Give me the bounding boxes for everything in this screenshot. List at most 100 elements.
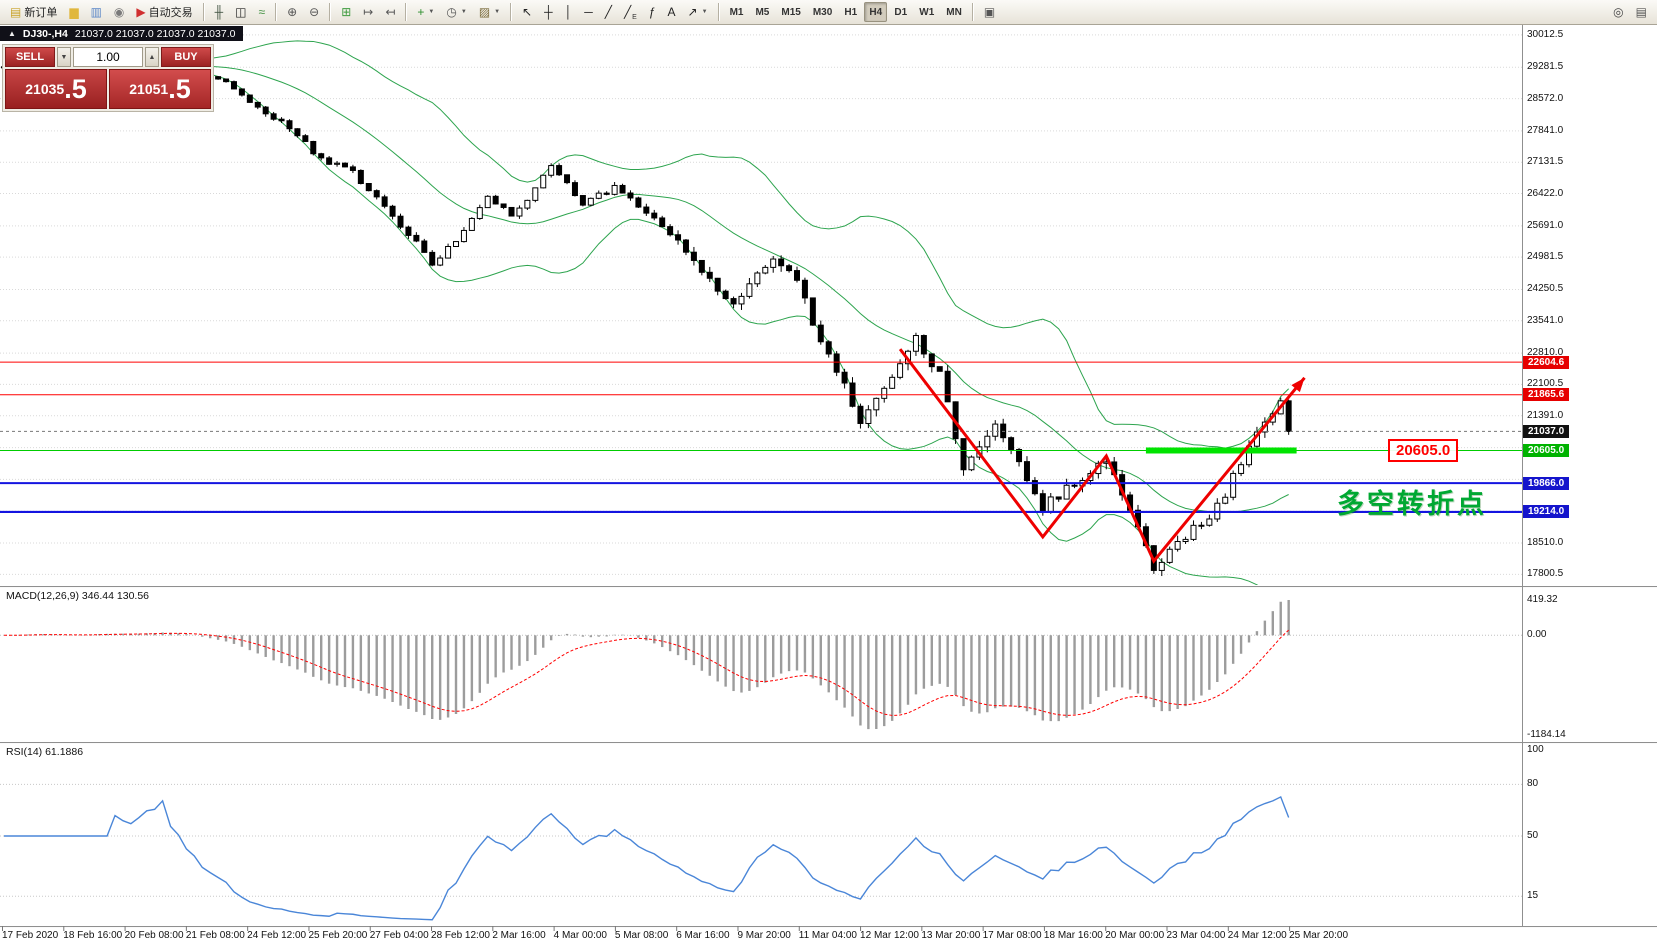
timeframe-m1-button[interactable]: M1 [725,2,749,22]
indicators-button[interactable]: + ▼ [412,2,439,22]
macd-indicator-label: MACD(12,26,9) 346.44 130.56 [6,590,150,602]
timeframe-mn-button-label: MN [946,6,962,18]
price-badge: 19866.0 [1523,476,1570,490]
timeframe-m1-button-label: M1 [729,6,744,18]
bar-chart-button[interactable]: ╫ [210,2,229,22]
volume-increase-button[interactable]: ▲ [145,47,159,67]
order-controls-row: SELL ▼ ▲ BUY [5,47,211,67]
text-label-icon: A [667,5,676,19]
sell-price-int: 21035 [25,81,65,97]
trend-arrow[interactable] [898,348,1306,564]
vertical-line-icon: │ [564,5,573,19]
price-tick-label: 21391.0 [1527,409,1564,421]
time-axis-label: 25 Mar 20:00 [1289,930,1349,941]
cursor-button[interactable]: ↖ [517,2,537,22]
templates-button[interactable]: ▨ ▼ [474,2,505,22]
time-axis-label: 11 Mar 04:00 [798,930,857,941]
time-axis-label: 17 Feb 2020 [2,930,59,941]
equidistant-channel-button[interactable]: ╱ E [619,2,642,22]
sell-button[interactable]: SELL [5,47,55,67]
price-tick-label: 22100.5 [1527,378,1564,390]
data-window-button[interactable]: ▤ [1631,2,1652,22]
text-label-button[interactable]: A [663,2,681,22]
price-tick-label: 22810.0 [1527,347,1564,359]
timeframe-w1-button[interactable]: W1 [914,2,939,22]
macd-tick-label: 0.00 [1527,629,1547,641]
indicators-button-dropdown-icon[interactable]: ▼ [428,9,435,15]
volume-input[interactable] [73,47,143,67]
buy-price-int: 21051 [129,81,169,97]
volume-decrease-button[interactable]: ▼ [57,47,71,67]
arrows-tool-button[interactable]: ↗ ▼ [683,2,713,22]
toolbar-separator [275,3,278,21]
zoom-out-icon: ⊖ [309,5,320,19]
toolbar-separator [202,3,205,21]
timeframe-h1-button[interactable]: H1 [839,2,862,22]
time-axis-label: 17 Mar 08:00 [982,930,1042,941]
chart-shift-button[interactable]: ↤ [380,2,400,22]
rsi-tick-label: 80 [1527,778,1539,790]
profiles-button[interactable]: ▆ [64,2,83,22]
timeframe-m5-button[interactable]: M5 [750,2,774,22]
time-axis-label: 2 Mar 16:00 [492,930,546,941]
auto-scroll-button[interactable]: ↦ [358,2,378,22]
charts-window-button[interactable]: ▥ [86,2,107,22]
charts-window-icon: ▥ [90,5,102,19]
sound-alerts-button[interactable]: ◉ [109,2,129,22]
candlestick-chart-button[interactable]: ◫ [230,2,251,22]
objects-list-button[interactable]: ▣ [979,2,1000,22]
time-axis-label: 21 Feb 08:00 [185,930,245,941]
line-chart-button[interactable]: ≈ [254,2,271,22]
time-axis-label: 25 Feb 20:00 [308,930,368,941]
zoom-in-button[interactable]: ⊕ [282,2,302,22]
tile-windows-button[interactable]: ⊞ [336,2,356,22]
periods-button[interactable]: ◷ ▼ [441,2,471,22]
zoom-in-icon: ⊕ [287,5,298,19]
horizontal-line-icon: ─ [584,5,593,19]
arrows-tool-button-dropdown-icon[interactable]: ▼ [701,9,708,15]
collapse-panel-arrow-icon[interactable]: ▲ [8,29,16,38]
time-axis-label: 20 Feb 08:00 [124,930,184,941]
bar-chart-icon: ╫ [214,5,224,19]
timeframe-d1-button[interactable]: D1 [889,2,912,22]
timeframe-h4-button[interactable]: H4 [864,2,888,22]
rsi-tick-label: 15 [1527,890,1539,902]
timeframe-m30-button[interactable]: M30 [808,2,837,22]
new-order-button[interactable]: ▤ 新订单 [5,2,62,22]
profiles-icon: ▆ [69,5,79,19]
search-symbols-button[interactable]: ◎ [1608,2,1628,22]
time-axis-label: 4 Mar 00:00 [553,930,607,941]
cursor-icon: ↖ [522,5,533,19]
timeframe-mn-button[interactable]: MN [941,2,967,22]
time-axis-label: 23 Mar 04:00 [1166,930,1226,941]
macd-panel [0,600,1522,730]
time-axis[interactable]: 17 Feb 2020 18 Feb 16:00 20 Feb 08:00 21 Fe… [0,927,1522,948]
zoom-out-button[interactable]: ⊖ [304,2,324,22]
line-chart-icon: ≈ [258,5,266,19]
candlestick-chart-icon: ◫ [235,5,247,19]
vertical-line-button[interactable]: │ [560,2,578,22]
timeframe-m15-button[interactable]: M15 [776,2,805,22]
crosshair-button[interactable]: ┼ [539,2,558,22]
highlight-segment[interactable] [1145,447,1297,454]
time-axis-label: 24 Feb 12:00 [247,930,307,941]
rsi-indicator-label: RSI(14) 61.1886 [6,746,84,758]
buy-price-display[interactable]: 21051.5 [109,69,211,109]
candles-layer [1,59,1292,577]
search-symbols-icon: ◎ [1613,5,1624,19]
auto-trading-button[interactable]: ▶ 自动交易 [131,2,197,22]
bollinger-lower-line [3,67,1259,585]
horizontal-line-button[interactable]: ─ [579,2,598,22]
sound-alerts-icon: ◉ [113,5,125,19]
price-axis[interactable]: 30012.5 29281.5 28572.0 27841.0 27131.5 26422… [1523,0,1657,948]
objects-list-icon: ▣ [983,5,996,19]
periods-button-dropdown-icon[interactable]: ▼ [460,9,467,15]
trendline-button[interactable]: ╱ [600,2,617,22]
fibonacci-button[interactable]: ƒ [644,2,661,22]
arrows-tool-icon: ↗ [687,5,698,19]
buy-button[interactable]: BUY [161,47,211,67]
tile-windows-icon: ⊞ [341,5,352,19]
sell-price-display[interactable]: 21035.5 [5,69,107,109]
templates-button-dropdown-icon[interactable]: ▼ [494,9,501,15]
